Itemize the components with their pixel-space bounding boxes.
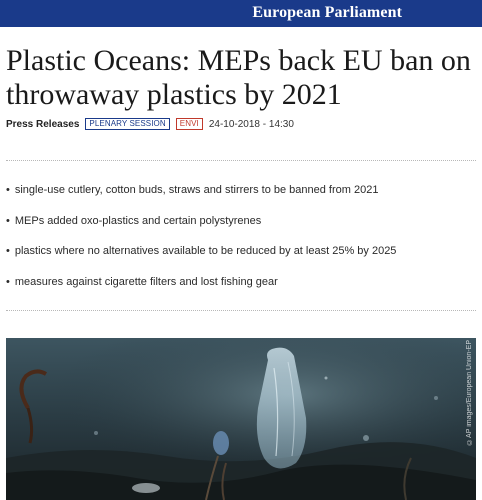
page-title: Plastic Oceans: MEPs back EU ban on thro… — [6, 44, 471, 111]
bullet-text: MEPs added oxo-plastics and certain poly… — [14, 214, 262, 227]
bullet-icon: • — [6, 184, 10, 196]
article-meta: Press Releases PLENARY SESSION ENVI 24-1… — [6, 117, 294, 131]
tag-plenary-session[interactable]: PLENARY SESSION — [85, 118, 170, 130]
image-credit: ©AP images/European Union-EP — [466, 340, 473, 445]
site-header: European Parliament — [0, 0, 482, 27]
bullet-text: single-use cutlery, cotton buds, straws … — [14, 184, 379, 196]
category-label[interactable]: Press Releases — [6, 118, 80, 130]
bullet-icon: • — [6, 214, 10, 227]
summary-list: • single-use cutlery, cotton buds, straws… — [6, 182, 476, 304]
divider-top — [6, 160, 476, 161]
underwater-plastic-image — [6, 338, 476, 500]
bullet-text: plastics where no alternatives available… — [14, 245, 397, 257]
list-item: • measures against cigarette filters and … — [6, 274, 476, 305]
tag-envi[interactable]: ENVI — [175, 118, 203, 130]
article-photo: ©AP images/European Union-EP — [6, 338, 476, 500]
site-brand[interactable]: European Parliament — [252, 4, 402, 21]
bullet-icon: • — [6, 275, 10, 288]
divider-bottom — [6, 310, 476, 311]
bullet-text: measures against cigarette filters and l… — [14, 275, 278, 288]
list-item: • MEPs added oxo-plastics and certain pol… — [6, 213, 476, 244]
list-item: • single-use cutlery, cotton buds, straws… — [6, 182, 476, 213]
publish-date: 24-10-2018 - 14:30 — [208, 118, 294, 130]
list-item: • plastics where no alternatives availabl… — [6, 243, 476, 274]
bullet-icon: • — [6, 245, 10, 257]
